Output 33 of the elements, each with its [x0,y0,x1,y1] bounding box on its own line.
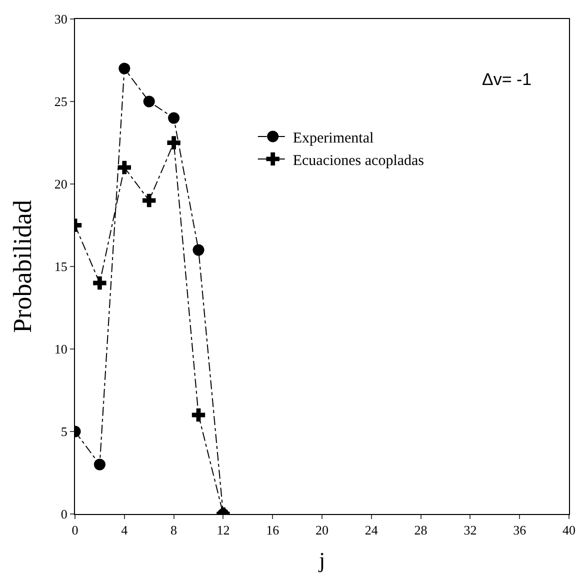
point [168,112,180,124]
y-tick-label: 10 [54,342,68,357]
y-axis-title: Probabilidad [8,200,37,333]
point [94,458,106,470]
point [93,276,106,290]
annotation: Δv= -1 [482,70,532,89]
legend-label: Ecuaciones acopladas [292,152,424,169]
x-tick-label: 20 [316,522,328,538]
x-tick-label: 12 [216,522,230,538]
x-tick-label: 0 [72,522,78,538]
x-tick-label: 28 [414,522,428,538]
y-tick-label: 15 [54,259,68,274]
x-tick-label: 24 [364,522,378,538]
y-tick-label: 25 [54,94,68,110]
point [118,160,131,174]
point [167,136,180,150]
x-tick-label: 16 [266,522,280,538]
y-tick-label: 30 [54,12,68,27]
point [142,194,156,208]
point [192,244,204,256]
legend-label: Experimental [292,130,374,146]
x-tick-label: 36 [513,522,527,538]
x-tick-label: 4 [121,522,128,538]
y-tick-label: 0 [60,506,68,522]
y-tick-label: 20 [54,176,68,192]
x-tick-label: 40 [562,522,576,538]
point [118,62,130,74]
x-tick-label: 8 [170,522,178,538]
x-tick-label: 32 [464,522,477,538]
point [192,408,206,422]
point [143,96,155,108]
x-axis-title: j [318,548,326,572]
y-tick-label: 5 [60,424,68,440]
